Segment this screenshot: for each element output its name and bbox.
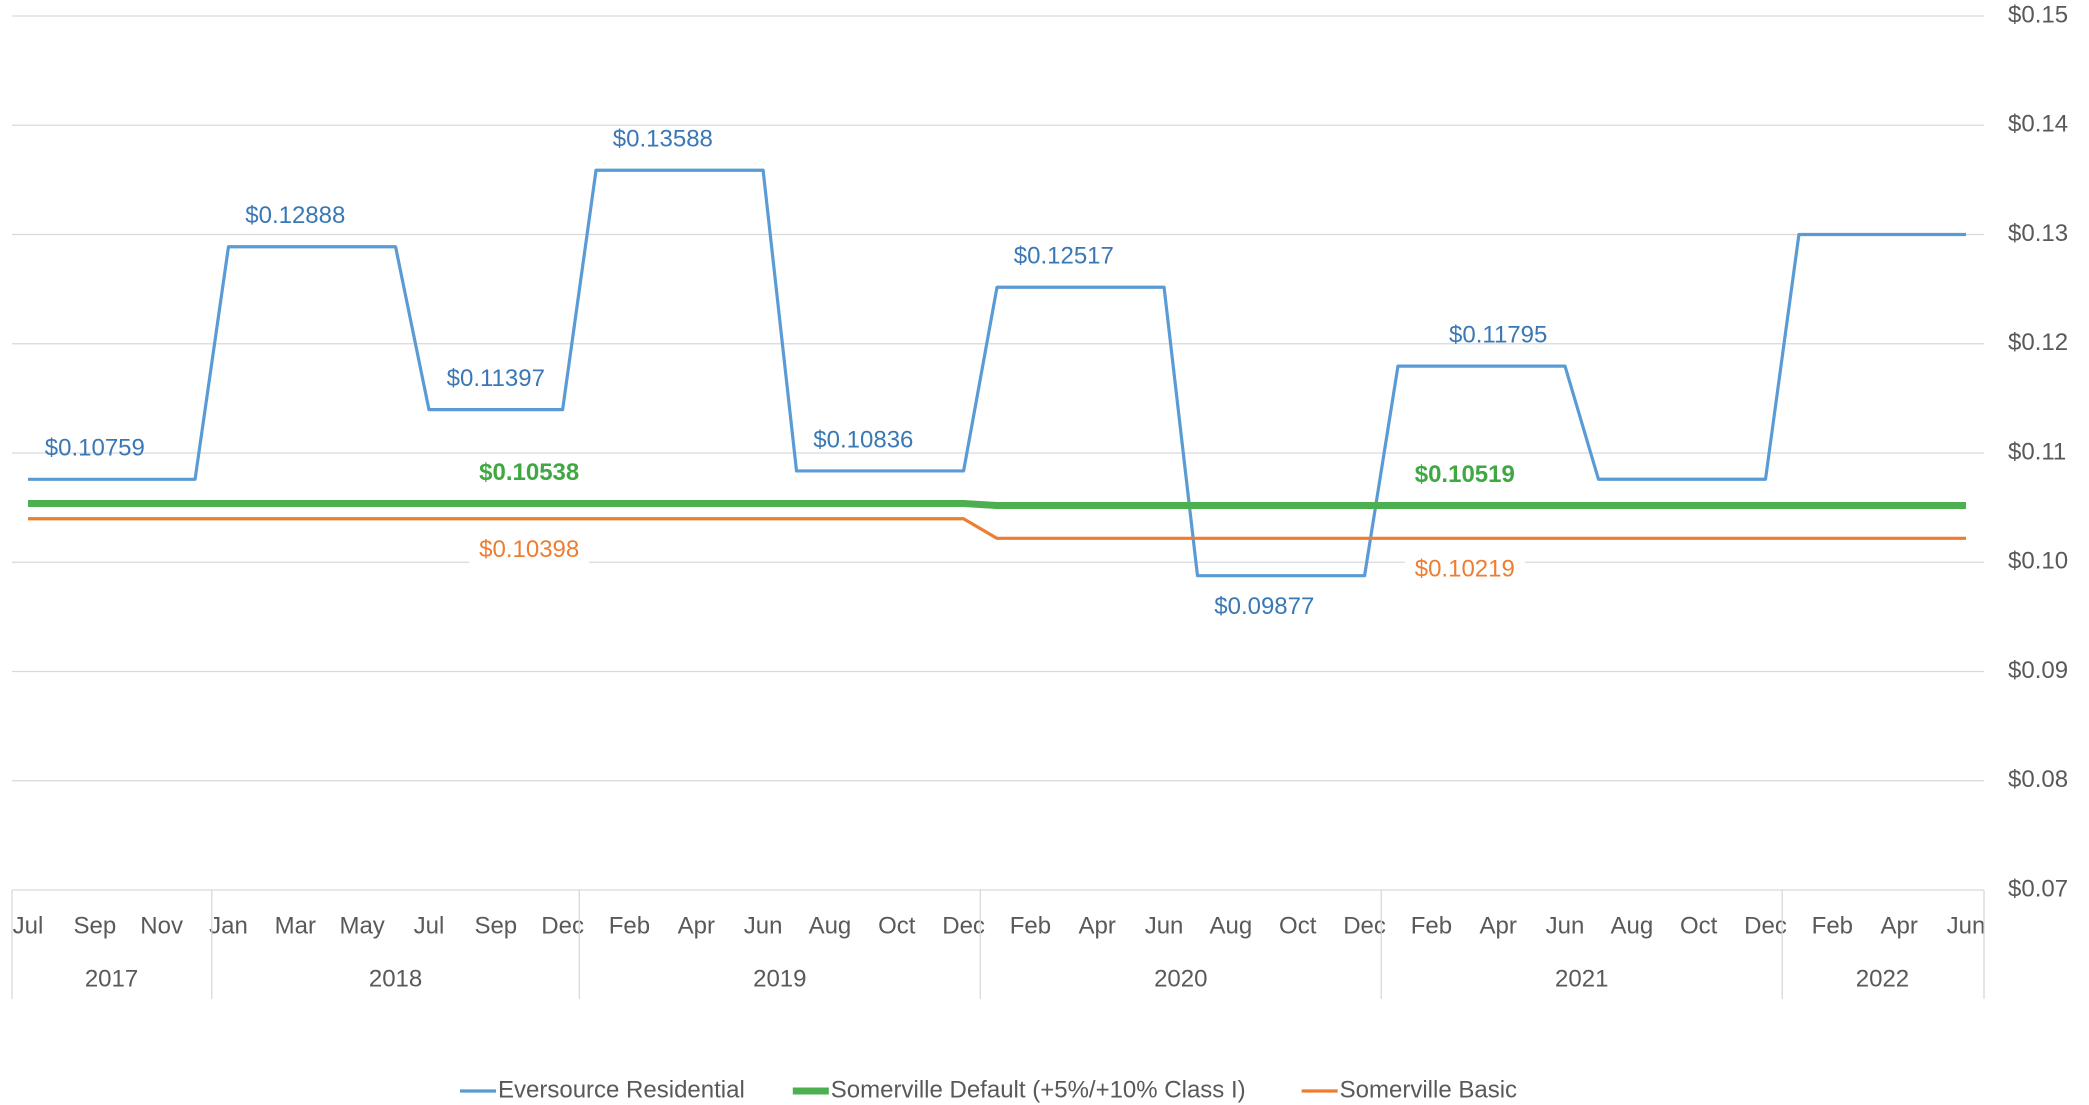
data-label: $0.13588 [613,126,713,153]
x-group-label: 2021 [1555,965,1608,992]
x-tick-label: Feb [1010,912,1051,939]
data-label: $0.10836 [813,426,913,453]
x-tick-label: Oct [1279,912,1317,939]
x-tick-label: Oct [1680,912,1718,939]
x-tick-label: Aug [1210,912,1253,939]
data-label: $0.12888 [245,202,345,229]
x-tick-label: Feb [1411,912,1452,939]
legend-label: Eversource Residential [498,1076,745,1103]
x-tick-label: Feb [609,912,650,939]
x-tick-label: Dec [1343,912,1386,939]
data-label: $0.10759 [45,435,145,462]
label-background [469,536,590,565]
x-group-label: 2022 [1856,965,1909,992]
y-tick-label: $0.10 [2008,548,2068,575]
y-tick-label: $0.09 [2008,657,2068,684]
x-tick-label: Jul [414,912,445,939]
data-label: $0.12517 [1014,243,1114,270]
legend-label: Somerville Basic [1340,1076,1517,1103]
y-tick-label: $0.11 [2008,438,2066,465]
series-line [28,517,1966,540]
x-tick-label: Jun [744,912,783,939]
x-tick-label: Aug [1611,912,1654,939]
data-label: $0.10519 [1415,461,1515,488]
series-line [28,499,1966,510]
x-tick-label: Sep [474,912,517,939]
series-line [28,168,1966,578]
x-tick-label: Sep [73,912,116,939]
x-tick-label: Jun [1546,912,1585,939]
x-tick-label: May [339,912,384,939]
x-tick-label: Jul [13,912,44,939]
y-tick-label: $0.13 [2008,220,2068,247]
x-tick-label: Apr [678,912,715,939]
y-tick-label: $0.08 [2008,766,2068,793]
y-tick-label: $0.12 [2008,329,2068,356]
x-tick-label: Jun [1947,912,1986,939]
x-tick-label: Mar [275,912,316,939]
x-tick-label: Apr [1480,912,1517,939]
data-label: $0.11397 [447,365,545,392]
y-tick-label: $0.15 [2008,1,2068,28]
x-group-label: 2018 [369,965,422,992]
label-background [1404,556,1525,585]
x-tick-label: Aug [809,912,852,939]
x-tick-label: Dec [942,912,985,939]
x-tick-label: Nov [140,912,183,939]
x-tick-label: Jun [1145,912,1184,939]
data-label: $0.10538 [479,459,579,486]
data-label: $0.10398 [479,536,579,563]
y-tick-label: $0.07 [2008,875,2068,902]
x-group-label: 2019 [753,965,806,992]
x-tick-label: Jan [209,912,248,939]
data-label: $0.09877 [1214,593,1314,620]
x-tick-label: Apr [1880,912,1917,939]
legend-label: Somerville Default (+5%/+10% Class I) [831,1076,1246,1103]
data-label: $0.11795 [1449,321,1547,348]
x-tick-label: Dec [541,912,584,939]
x-tick-label: Feb [1812,912,1853,939]
x-tick-label: Oct [878,912,916,939]
x-group-label: 2020 [1154,965,1207,992]
y-tick-label: $0.14 [2008,111,2068,138]
data-label: $0.10219 [1415,556,1515,583]
x-tick-label: Apr [1079,912,1116,939]
x-tick-label: Dec [1744,912,1787,939]
x-group-label: 2017 [85,965,138,992]
